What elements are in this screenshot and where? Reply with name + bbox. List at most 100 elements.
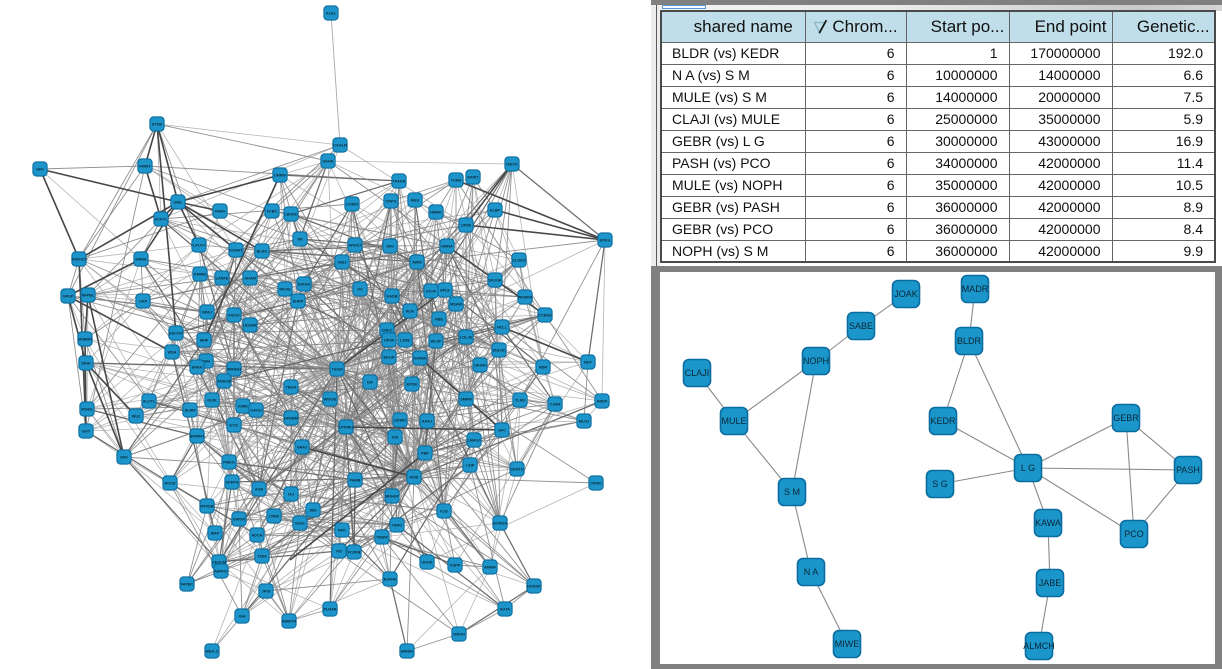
svg-text:KSGHT: KSGHT <box>229 248 243 252</box>
svg-text:WHP: WHP <box>200 338 209 342</box>
svg-text:GWGN: GWGN <box>233 517 245 521</box>
svg-text:UDUER: UDUER <box>243 323 257 327</box>
svg-text:ADCH: ADCH <box>252 533 263 537</box>
svg-text:KPDK: KPDK <box>407 382 418 386</box>
svg-text:JPGI: JPGI <box>262 589 271 593</box>
svg-text:BLNO: BLNO <box>257 249 268 253</box>
svg-text:GTJL: GTJL <box>229 423 239 427</box>
svg-text:JBD: JBD <box>309 508 317 512</box>
svg-text:SFUOK: SFUOK <box>488 278 502 282</box>
svg-text:MULE: MULE <box>721 416 746 426</box>
svg-text:PBP: PBP <box>421 451 429 455</box>
svg-text:CRPO: CRPO <box>386 199 397 203</box>
svg-text:WUJ: WUJ <box>132 414 140 418</box>
svg-text:BJFHK: BJFHK <box>384 577 397 581</box>
svg-text:AUB: AUB <box>255 487 263 491</box>
svg-text:PAMB: PAMB <box>350 478 361 482</box>
svg-text:LSSE: LSSE <box>400 338 410 342</box>
svg-text:HCUD: HCUD <box>165 481 176 485</box>
svg-text:ISF: ISF <box>367 380 374 384</box>
svg-text:CGPP: CGPP <box>450 563 461 567</box>
svg-text:ALCTL: ALCTL <box>143 399 156 403</box>
svg-text:L G: L G <box>1021 463 1035 473</box>
svg-text:LANFE: LANFE <box>216 276 229 280</box>
svg-text:LAIP: LAIP <box>466 463 475 467</box>
svg-text:EIKGA: EIKGA <box>298 282 310 286</box>
svg-text:PMKO: PMKO <box>223 460 234 464</box>
svg-text:WLNF: WLNF <box>431 339 443 343</box>
svg-text:ABPNO: ABPNO <box>214 569 228 573</box>
svg-text:GUNDA: GUNDA <box>493 521 507 525</box>
svg-text:TBGH: TBGH <box>286 385 297 389</box>
svg-text:SNLNC: SNLNC <box>492 348 505 352</box>
svg-text:CEGCM: CEGCM <box>212 560 226 564</box>
svg-text:GFK: GFK <box>36 167 44 171</box>
svg-text:WKMFK: WKMFK <box>518 295 533 299</box>
svg-text:GSWD: GSWD <box>394 418 406 422</box>
svg-text:UFPPS: UFPPS <box>226 480 239 484</box>
svg-text:AWBTN: AWBTN <box>282 619 296 623</box>
svg-text:HMNA: HMNA <box>441 244 453 248</box>
svg-text:KWJU: KWJU <box>228 313 239 317</box>
svg-text:HWAK: HWAK <box>430 210 442 214</box>
svg-text:TMSW: TMSW <box>376 535 388 539</box>
svg-text:KEDR: KEDR <box>930 416 956 426</box>
svg-text:CJHM: CJHM <box>550 402 561 406</box>
svg-text:LBUNC: LBUNC <box>284 212 298 216</box>
svg-text:HODDF: HODDF <box>527 584 541 588</box>
svg-text:LPLPJ: LPLPJ <box>193 243 205 247</box>
svg-text:SMRM: SMRM <box>460 397 472 401</box>
svg-text:IAJ: IAJ <box>288 492 294 496</box>
svg-text:KADB: KADB <box>387 294 398 298</box>
svg-text:WWOE: WWOE <box>324 397 337 401</box>
svg-text:GKHK: GKHK <box>322 159 333 163</box>
svg-text:ISKTK: ISKTK <box>506 162 518 166</box>
svg-text:MGES: MGES <box>81 407 93 411</box>
svg-text:RBE: RBE <box>435 317 443 321</box>
svg-text:MEU: MEU <box>411 198 420 202</box>
svg-text:NOPH: NOPH <box>803 356 829 366</box>
svg-text:BLDR: BLDR <box>957 336 982 346</box>
svg-text:OAOU: OAOU <box>250 408 262 412</box>
svg-text:EKLW: EKLW <box>384 355 395 359</box>
svg-text:HBJLC: HBJLC <box>206 649 219 653</box>
svg-text:KLEL: KLEL <box>326 11 337 15</box>
svg-text:EKWT: EKWT <box>467 175 479 179</box>
svg-text:JOAK: JOAK <box>894 289 918 299</box>
svg-text:S M: S M <box>784 487 800 497</box>
svg-text:STGD: STGD <box>152 122 163 126</box>
svg-text:OSFBK: OSFBK <box>413 356 427 360</box>
svg-text:UKSW: UKSW <box>474 363 486 367</box>
svg-text:GPUP: GPUP <box>63 294 74 298</box>
svg-text:BWWHT: BWWHT <box>190 434 206 438</box>
svg-text:HWD: HWD <box>409 475 418 479</box>
svg-text:KIMD: KIMD <box>238 404 248 408</box>
svg-text:ALMCH: ALMCH <box>1023 641 1055 651</box>
svg-text:ERKK: ERKK <box>192 365 203 369</box>
svg-text:MKHUP: MKHUP <box>385 494 399 498</box>
svg-text:KMWE: KMWE <box>194 272 206 276</box>
svg-text:CLOEO: CLOEO <box>512 258 526 262</box>
svg-text:FOJFB: FOJFB <box>348 550 361 554</box>
svg-text:RDT: RDT <box>584 360 592 364</box>
svg-text:CAOLN: CAOLN <box>333 143 347 147</box>
svg-text:TARO: TARO <box>392 523 403 527</box>
svg-text:GFC: GFC <box>498 428 506 432</box>
svg-text:TLND: TLND <box>515 398 525 402</box>
svg-text:WSA: WSA <box>168 350 177 354</box>
svg-text:OPSF: OPSF <box>384 338 395 342</box>
svg-text:PCO: PCO <box>1124 529 1144 539</box>
svg-text:ACKTL: ACKTL <box>155 217 169 221</box>
svg-text:RAWI: RAWI <box>215 209 225 213</box>
svg-text:SDNTU: SDNTU <box>510 467 523 471</box>
svg-text:MSBRN: MSBRN <box>78 337 92 341</box>
svg-text:PASH: PASH <box>1176 465 1200 475</box>
svg-text:IOI: IOI <box>357 287 362 291</box>
svg-text:MSAW: MSAW <box>450 302 462 306</box>
svg-text:ANSCB: ANSCB <box>217 379 231 383</box>
svg-text:TIK: TIK <box>297 237 303 241</box>
svg-text:UNRW: UNRW <box>274 173 286 177</box>
svg-text:UKND: UKND <box>422 560 433 564</box>
svg-text:NDR: NDR <box>539 365 547 369</box>
svg-text:EHRP: EHRP <box>293 299 304 303</box>
